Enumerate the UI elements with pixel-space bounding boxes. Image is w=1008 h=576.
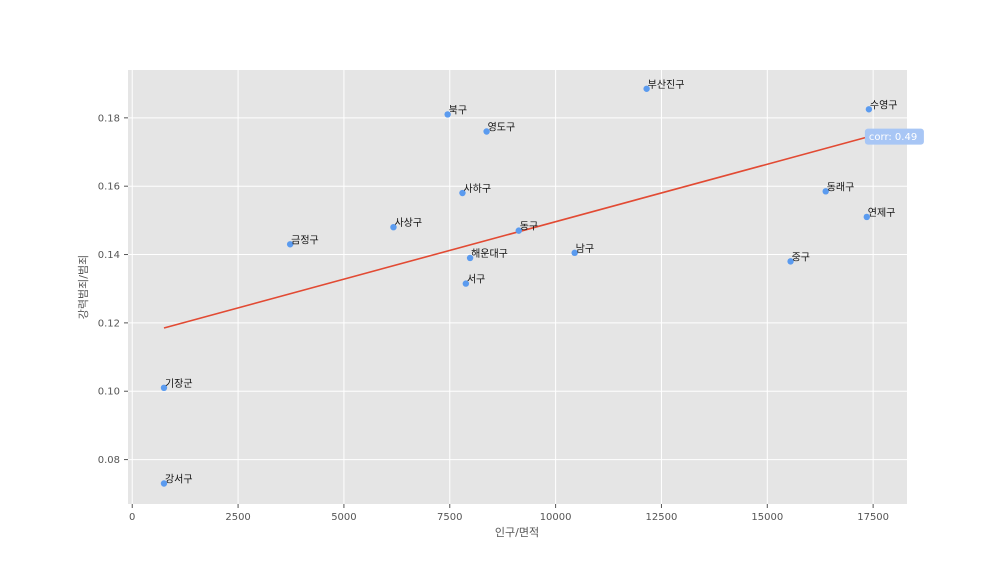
x-axis-ticks: 0 2500 5000 7500 10000 12500 15000 17500 xyxy=(129,504,889,523)
data-point-label: 사하구 xyxy=(463,182,491,195)
grid-lines xyxy=(128,70,907,504)
data-point xyxy=(787,258,794,265)
x-tick-label: 10000 xyxy=(540,512,572,523)
y-tick-label: 0.14 xyxy=(98,250,120,261)
data-point xyxy=(865,106,873,113)
x-tick-label: 7500 xyxy=(437,512,462,523)
plot-background xyxy=(128,70,907,504)
data-point-label: 사상구 xyxy=(394,217,422,229)
data-point-label: 북구 xyxy=(449,104,467,116)
data-point xyxy=(571,249,578,257)
x-tick-label: 17500 xyxy=(857,512,889,523)
data-point xyxy=(160,384,168,392)
y-tick-label: 0.10 xyxy=(98,387,120,398)
x-tick-label: 0 xyxy=(129,512,135,523)
data-point xyxy=(444,111,451,118)
x-tick-label: 15000 xyxy=(751,512,783,523)
x-axis-label: 인구/면적 xyxy=(495,526,539,539)
y-axis-label: 강력범죄/범죄 xyxy=(77,255,90,319)
data-point-label: 동구 xyxy=(520,221,538,233)
data-point-label: 기장군 xyxy=(165,378,193,390)
data-point xyxy=(483,128,490,135)
data-point-label: 동래구 xyxy=(827,181,855,193)
data-point xyxy=(459,189,466,197)
data-point xyxy=(822,188,829,195)
data-point-label: 해운대구 xyxy=(471,247,508,260)
x-tick-label: 2500 xyxy=(225,512,250,523)
data-points xyxy=(160,85,873,487)
x-tick-label: 5000 xyxy=(331,512,356,523)
data-point-label: 연제구 xyxy=(868,207,896,219)
y-tick-label: 0.18 xyxy=(98,113,120,124)
data-point-label: 영도구 xyxy=(488,122,516,134)
data-point-label: 강서구 xyxy=(165,473,193,485)
y-axis-ticks: 0.08 0.10 0.12 0.14 0.16 0.18 xyxy=(98,113,128,466)
data-point xyxy=(160,480,168,487)
data-point-label: 남구 xyxy=(576,243,594,255)
y-tick-label: 0.08 xyxy=(98,455,120,466)
y-tick-label: 0.16 xyxy=(98,182,120,193)
x-tick-label: 12500 xyxy=(646,512,678,523)
data-point-label: 서구 xyxy=(467,274,485,286)
data-point xyxy=(390,223,397,231)
data-point xyxy=(643,85,650,92)
data-point-label: 중구 xyxy=(792,251,810,263)
data-point-label: 부산진구 xyxy=(648,79,685,91)
data-point xyxy=(515,227,522,234)
annotation-box xyxy=(864,128,924,145)
data-point-label: 수영구 xyxy=(870,99,898,111)
data-point-label: 금정구 xyxy=(291,234,319,246)
annotation-text: corr: 0.49 xyxy=(869,132,917,143)
data-point xyxy=(462,280,470,287)
y-tick-label: 0.12 xyxy=(98,318,120,329)
data-point xyxy=(286,241,294,248)
correlation-annotation: corr: 0.49 xyxy=(864,128,924,145)
data-point xyxy=(466,254,474,262)
data-point xyxy=(863,213,870,221)
